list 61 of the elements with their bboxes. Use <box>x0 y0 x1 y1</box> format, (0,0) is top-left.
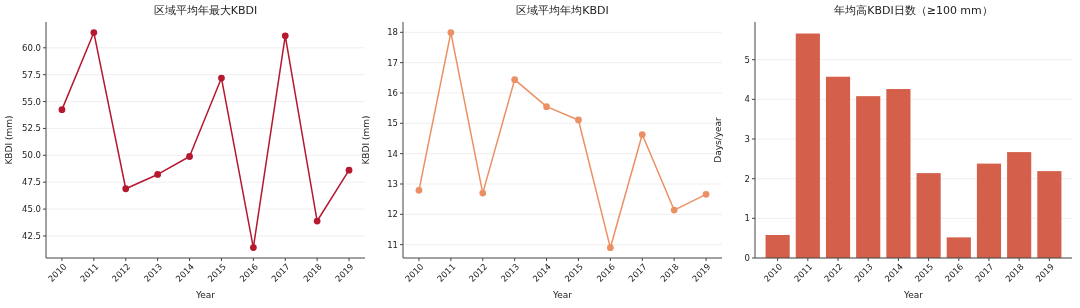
chart-title: 区域平均年均KBDI <box>516 4 609 17</box>
bar <box>1037 171 1062 258</box>
y-tick-label: 42.5 <box>22 230 41 241</box>
y-tick-label: 14 <box>387 148 398 159</box>
y-tick-label: 12 <box>387 209 398 220</box>
point <box>511 76 519 84</box>
y-tick-label: 13 <box>387 178 398 189</box>
bar <box>916 173 941 258</box>
point <box>447 29 455 36</box>
point <box>606 244 614 252</box>
y-tick-label: 15 <box>387 118 398 129</box>
y-tick-label: 45.0 <box>22 204 41 215</box>
point <box>281 32 289 40</box>
point <box>415 186 423 194</box>
bar <box>1007 152 1032 258</box>
point <box>249 244 257 251</box>
point <box>345 166 353 174</box>
y-axis-title: KBDI (mm) <box>4 115 14 165</box>
point <box>186 153 193 160</box>
chart-title: 区域平均年最大KBDI <box>153 4 258 17</box>
x-axis-title: Year <box>551 290 573 300</box>
y-tick-label: 52.5 <box>22 123 41 134</box>
x-axis-title: Year <box>902 290 924 300</box>
y-tick-label: 1 <box>744 213 750 224</box>
x-axis-title: Year <box>194 290 216 300</box>
y-axis-title: Days/year <box>713 116 723 163</box>
bar <box>976 163 1002 258</box>
y-tick-label: 4 <box>744 94 750 105</box>
point <box>58 106 66 113</box>
point <box>90 29 98 36</box>
point <box>543 103 550 111</box>
y-tick-label: 17 <box>387 57 398 68</box>
y-tick-label: 18 <box>387 27 398 38</box>
y-tick-label: 50.0 <box>22 150 41 161</box>
bar <box>856 96 881 258</box>
point <box>218 74 225 82</box>
y-tick-label: 47.5 <box>22 177 41 188</box>
point <box>479 189 487 197</box>
y-tick-label: 2 <box>744 173 750 184</box>
y-tick-label: 3 <box>744 133 750 144</box>
point <box>313 217 321 225</box>
bar <box>946 237 971 258</box>
bar <box>795 33 820 258</box>
bar <box>886 89 911 258</box>
point <box>638 131 646 138</box>
point <box>154 171 162 178</box>
y-axis-title: KBDI (mm) <box>361 115 371 165</box>
bar <box>765 235 790 258</box>
point <box>702 190 710 198</box>
y-tick-label: 16 <box>387 87 398 98</box>
y-tick-label: 11 <box>387 239 398 250</box>
point <box>122 185 130 193</box>
bar <box>825 76 851 258</box>
point <box>575 116 582 124</box>
y-tick-label: 0 <box>744 252 750 263</box>
y-tick-label: 57.5 <box>22 69 41 80</box>
y-tick-label: 55.0 <box>22 96 41 107</box>
chart-title: 年均高KBDI日数（≥100 mm） <box>834 4 993 17</box>
point <box>670 206 678 214</box>
y-tick-label: 5 <box>744 54 750 65</box>
y-tick-label: 60.0 <box>22 42 41 53</box>
